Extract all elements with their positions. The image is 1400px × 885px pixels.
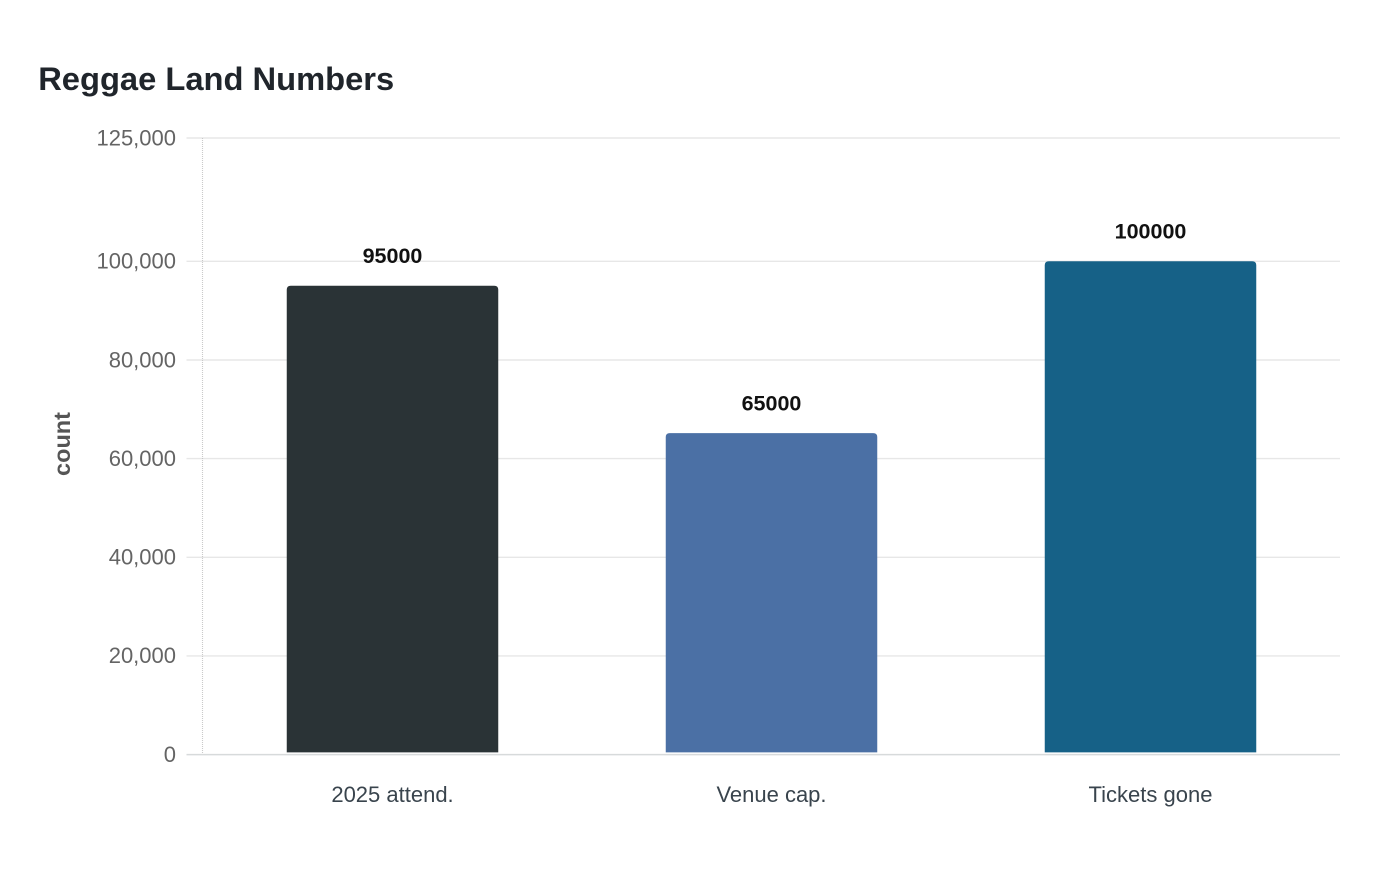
svg-text:Tickets gone: Tickets gone (1089, 782, 1213, 807)
svg-text:100000: 100000 (1115, 220, 1187, 244)
svg-text:Venue cap.: Venue cap. (716, 782, 826, 807)
svg-text:65000: 65000 (742, 391, 802, 415)
svg-text:20,000: 20,000 (109, 643, 176, 668)
svg-text:60,000: 60,000 (109, 446, 176, 471)
svg-text:0: 0 (164, 742, 176, 767)
svg-text:40,000: 40,000 (109, 545, 176, 570)
svg-text:95000: 95000 (363, 244, 423, 268)
svg-text:80,000: 80,000 (109, 347, 176, 372)
svg-text:count: count (49, 412, 75, 476)
svg-text:125,000: 125,000 (96, 125, 176, 150)
svg-text:100,000: 100,000 (96, 249, 176, 274)
svg-text:2025 attend.: 2025 attend. (331, 782, 453, 807)
svg-text:Reggae Land Numbers: Reggae Land Numbers (38, 60, 394, 97)
